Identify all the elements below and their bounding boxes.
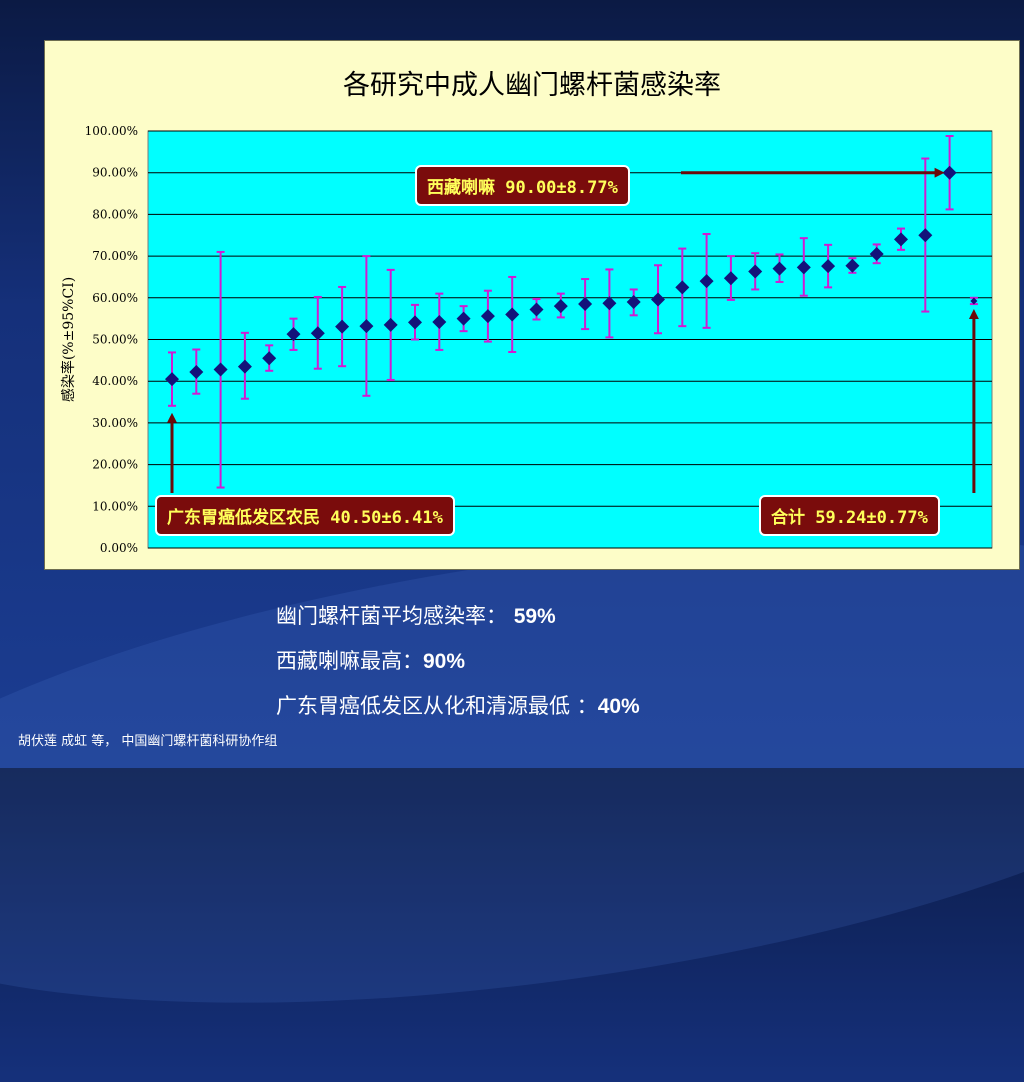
data-point [553, 299, 568, 314]
callout-tibet: 西藏喇嘛 90.00±8.77% [415, 165, 630, 206]
data-point [796, 260, 811, 275]
data-point [626, 294, 641, 309]
summary-point [970, 297, 978, 305]
data-point [772, 261, 787, 276]
y-tick-label: 60.00% [92, 291, 138, 305]
data-point [578, 297, 593, 312]
y-tick-label: 80.00% [92, 207, 138, 221]
footer-group: 中国幽门螺杆菌科研协作组 [121, 734, 278, 749]
data-point [189, 365, 204, 380]
summary-notes: 幽门螺杆菌平均感染率： 59% 西藏喇嘛最高：90% 广东胃癌低发区从化和清源最… [276, 594, 640, 729]
data-point [699, 274, 714, 289]
y-tick-label: 40.00% [92, 374, 138, 388]
footer-authors: 胡伏莲 成虹 等， [18, 734, 118, 749]
data-point [505, 307, 520, 322]
y-tick-label: 100.00% [85, 124, 138, 138]
chart-panel: 0.00% 10.00% 20.00% 30.00% 40.00% 50.00% 60.00… [44, 40, 1020, 570]
y-tick-label: 50.00% [92, 333, 138, 347]
note-highest-label: 西藏喇嘛最高： [276, 649, 423, 673]
y-tick-label: 20.00% [92, 458, 138, 472]
y-tick-label: 90.00% [92, 166, 138, 180]
data-point [310, 326, 325, 341]
data-point [529, 302, 544, 317]
data-point [456, 311, 471, 326]
data-point [723, 271, 738, 286]
note-lowest-value: 40% [597, 695, 640, 718]
data-point [383, 317, 398, 332]
y-tick-label: 70.00% [92, 249, 138, 263]
note-average-label: 幽门螺杆菌平均感染率： [276, 604, 507, 628]
note-average: 幽门螺杆菌平均感染率： 59% [276, 594, 640, 639]
y-tick-label: 30.00% [92, 416, 138, 430]
data-point [213, 362, 228, 377]
data-point [748, 264, 763, 279]
data-point [651, 292, 665, 307]
chart-title: 各研究中成人幽门螺杆菌感染率 [343, 70, 721, 101]
data-point [286, 327, 301, 342]
note-average-value: 59% [513, 605, 556, 628]
data-point [602, 296, 617, 311]
note-lowest-label: 广东胃癌低发区从化和清源最低 ： [276, 694, 598, 718]
data-point [845, 258, 860, 273]
data-point [262, 351, 277, 366]
data-point [359, 319, 374, 334]
data-point [918, 228, 933, 243]
data-point [335, 319, 350, 334]
data-point [237, 359, 252, 374]
y-axis-label: 感染率(%±95%CI) [60, 277, 77, 402]
data-point [894, 232, 908, 247]
chart-svg: 0.00% 10.00% 20.00% 30.00% 40.00% 50.00% 60.00… [60, 124, 993, 555]
data-point [480, 309, 495, 324]
note-highest: 西藏喇嘛最高：90% [276, 639, 640, 684]
callout-total: 合计 59.24±0.77% [759, 495, 940, 536]
y-tick-label: 0.00% [100, 541, 138, 555]
data-point [408, 315, 422, 330]
footer-citation: 胡伏莲 成虹 等， 中国幽门螺杆菌科研协作组 [18, 730, 277, 749]
data-point [942, 165, 957, 180]
y-tick-label: 10.00% [92, 499, 138, 513]
note-highest-value: 90% [423, 650, 466, 673]
data-point [432, 314, 447, 329]
data-point [675, 280, 690, 295]
callout-guangdong: 广东胃癌低发区农民 40.50±6.41% [155, 495, 455, 536]
data-point [165, 372, 179, 387]
note-lowest: 广东胃癌低发区从化和清源最低 ：40% [276, 684, 640, 729]
data-point [821, 259, 836, 274]
data-point [869, 247, 884, 262]
